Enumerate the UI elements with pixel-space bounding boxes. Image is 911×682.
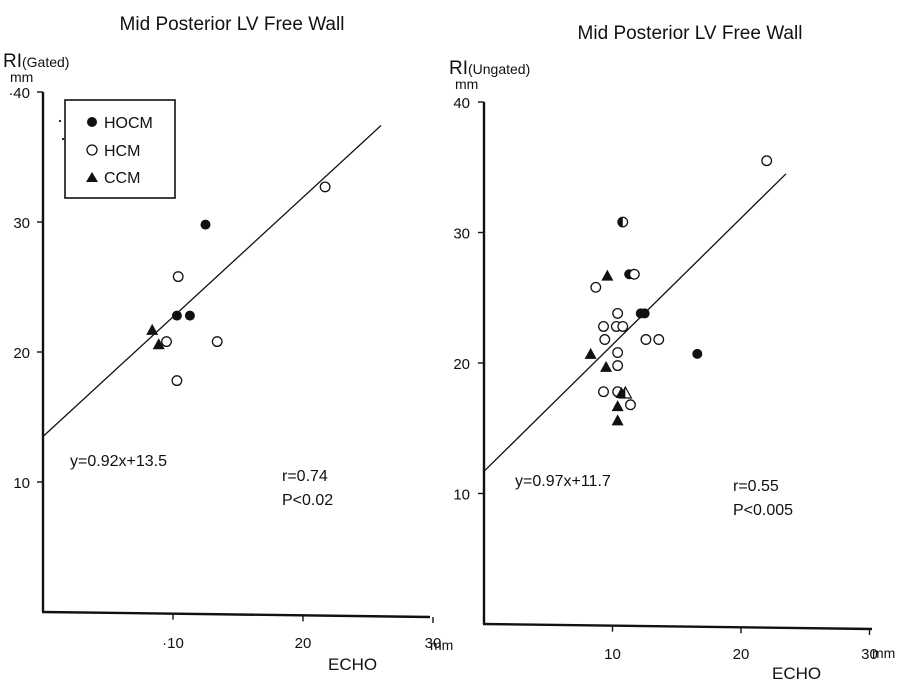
left-y-tick-label: 20 [13, 345, 30, 362]
right-x-axis-label: ECHO [772, 664, 821, 682]
right-point-hcm [612, 307, 624, 319]
scan-dot [61, 137, 65, 141]
left-point-hocm [200, 219, 211, 230]
right-point-ccm-hcm-fill [619, 387, 626, 399]
legend-box [64, 99, 176, 199]
right-p-value: P<0.005 [733, 502, 793, 519]
left-legend: HOCM HCM CCM [58, 99, 176, 199]
right-point-hcm [761, 155, 773, 167]
left-data-points [146, 181, 331, 387]
right-point-ccm [611, 414, 624, 426]
left-regression-equation: y=0.92x+13.5 [70, 453, 167, 470]
right-y-tick-label: 40 [453, 95, 470, 112]
right-y-label-sub: (Ungated) [468, 61, 530, 77]
left-y-tick-label: 10 [13, 475, 30, 492]
right-data-points [584, 155, 773, 426]
right-point-hocm-hcm-fill [617, 217, 623, 227]
right-point-ccm [600, 360, 613, 372]
right-y-label-main: RI [449, 58, 468, 79]
left-x-tick-label: ·10 [162, 635, 184, 652]
right-point-hcm [590, 281, 602, 293]
right-correlation-r: r=0.55 [733, 478, 779, 495]
left-y-axis-label: RI(Gated) [3, 51, 69, 72]
right-point-hcm [598, 386, 609, 398]
right-y-tick-label: 10 [453, 487, 470, 504]
legend-label-hocm: HOCM [104, 115, 153, 132]
right-point-hcm [628, 268, 640, 280]
right-point-hcm [612, 360, 624, 372]
right-point-ccm [601, 269, 614, 281]
left-point-hocm [184, 310, 195, 321]
right-x-tick-label: 30 [861, 646, 878, 663]
right-regression-equation: y=0.97x+11.7 [515, 473, 611, 490]
right-point-ccm [611, 400, 624, 412]
left-chart-panel: Mid Posterior LV Free Wall RI(Gated) mm … [3, 14, 453, 674]
right-point-hcm [640, 334, 652, 345]
right-regression-line-group [483, 173, 787, 472]
left-point-hocm [171, 310, 182, 321]
left-p-value: P<0.02 [282, 492, 333, 509]
left-x-tick-label: 30 [425, 635, 442, 652]
left-y-unit: mm [10, 69, 33, 85]
left-point-hcm [319, 181, 331, 193]
left-chart-title: Mid Posterior LV Free Wall [120, 14, 345, 35]
left-x-tick-label: 20 [295, 635, 312, 652]
left-point-hcm [211, 336, 223, 348]
right-point-hcm [625, 399, 636, 411]
left-correlation-r: r=0.74 [282, 468, 328, 485]
left-y-tick-label: 30 [13, 215, 30, 232]
right-x-unit: mm [872, 645, 895, 661]
left-y-label-main: RI [3, 51, 22, 72]
legend-label-ccm: CCM [104, 170, 140, 187]
right-y-axis-label: RI(Ungated) [449, 58, 530, 79]
right-point-hcm [617, 321, 629, 332]
right-chart-panel: Mid Posterior LV Free Wall RI(Ungated) m… [449, 23, 895, 682]
left-point-hcm [161, 336, 172, 348]
left-y-label-sub: (Gated) [22, 54, 69, 70]
right-y-tick-label: 30 [453, 226, 470, 243]
right-point-hcm [653, 334, 665, 345]
left-x-unit: mm [430, 637, 453, 653]
right-chart-title: Mid Posterior LV Free Wall [578, 23, 803, 44]
right-x-tick-label: 10 [604, 646, 621, 663]
right-regression-line [483, 173, 787, 472]
left-point-ccm [152, 338, 165, 350]
right-point-hcm [598, 321, 609, 332]
right-x-tick-label: 20 [733, 646, 750, 663]
right-point-hocm [639, 308, 650, 319]
legend-label-hcm: HCM [104, 143, 140, 160]
legend-marker-hocm [87, 117, 97, 127]
left-point-ccm [146, 323, 159, 335]
left-regression-line-group [42, 125, 382, 437]
right-point-hcm [612, 347, 624, 359]
right-point-hcm [599, 334, 611, 345]
left-point-hcm [171, 375, 183, 387]
right-y-unit: mm [455, 76, 478, 92]
left-point-hcm [172, 271, 184, 283]
left-x-axis-label: ECHO [328, 655, 377, 674]
right-x-axis-line [482, 622, 873, 631]
scan-dot [58, 119, 62, 123]
legend-marker-hcm [86, 144, 98, 156]
right-y-tick-label: 20 [453, 356, 470, 373]
left-regression-line [42, 125, 382, 437]
legend-marker-ccm [86, 172, 98, 182]
left-y-tick-label: ·40 [8, 85, 30, 102]
right-point-ccm [584, 347, 597, 359]
right-point-hocm [692, 348, 703, 359]
left-x-axis-line [41, 610, 431, 619]
